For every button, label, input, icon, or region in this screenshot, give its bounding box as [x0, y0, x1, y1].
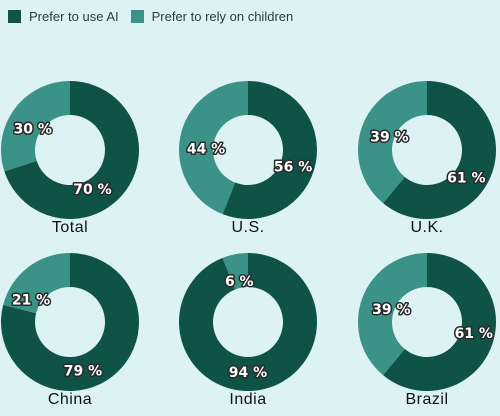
slice-u-s-ai	[222, 81, 318, 220]
legend-swatch-ai	[8, 9, 21, 23]
data-label-total-ai: 70 %	[73, 182, 111, 198]
donut-total: 70 % 30 % Total	[0, 81, 139, 236]
donut-india: 94 % 6 % India	[179, 253, 317, 408]
slice-china-ai	[1, 253, 139, 391]
legend-item-ai: Prefer to use AI	[8, 9, 119, 24]
data-label-u-k-ai: 61 %	[447, 171, 485, 187]
data-label-total-children: 30 %	[14, 122, 52, 138]
donut-china: 79 % 21 % China	[1, 253, 139, 408]
data-label-brazil-children: 39 %	[372, 302, 410, 318]
donut-title-brazil: Brazil	[405, 391, 448, 408]
slice-u-s-children	[179, 81, 248, 215]
donut-u-k: 61 % 39 % U.K.	[357, 81, 496, 236]
slice-india-ai	[179, 253, 317, 391]
legend: Prefer to use AI Prefer to rely on child…	[8, 6, 293, 26]
slice-india-children	[222, 253, 248, 290]
donut-title-india: India	[229, 391, 266, 408]
slice-u-k-ai	[383, 81, 496, 219]
slice-brazil-children	[357, 252, 427, 376]
legend-item-children: Prefer to rely on children	[130, 8, 294, 24]
donut-brazil: 61 % 39 % Brazil	[357, 252, 496, 408]
data-label-u-k-children: 39 %	[370, 129, 408, 145]
data-label-india-children: 6 %	[225, 274, 254, 290]
data-label-india-ai: 94 %	[229, 365, 267, 381]
data-label-u-s-ai: 56 %	[274, 159, 312, 175]
slice-u-k-children	[357, 81, 427, 204]
legend-label-ai: Prefer to use AI	[29, 8, 119, 24]
data-label-brazil-ai: 61 %	[455, 326, 493, 342]
data-label-china-children: 21 %	[12, 293, 50, 309]
legend-label-children: Prefer to rely on children	[151, 8, 294, 24]
donut-title-total: Total	[52, 219, 88, 236]
legend-swatch-children	[130, 9, 144, 23]
data-label-china-ai: 79 %	[64, 363, 102, 379]
slice-total-children	[0, 81, 71, 172]
slice-brazil-ai	[383, 253, 496, 391]
donut-title-u-k: U.K.	[410, 219, 443, 236]
donut-u-s: 56 % 44 % U.S.	[179, 81, 318, 236]
data-label-u-s-children: 44 %	[187, 142, 225, 158]
slice-china-children	[3, 253, 70, 314]
donut-title-u-s: U.S.	[231, 219, 264, 236]
slice-total-ai	[4, 81, 139, 219]
donut-title-china: China	[48, 391, 92, 408]
